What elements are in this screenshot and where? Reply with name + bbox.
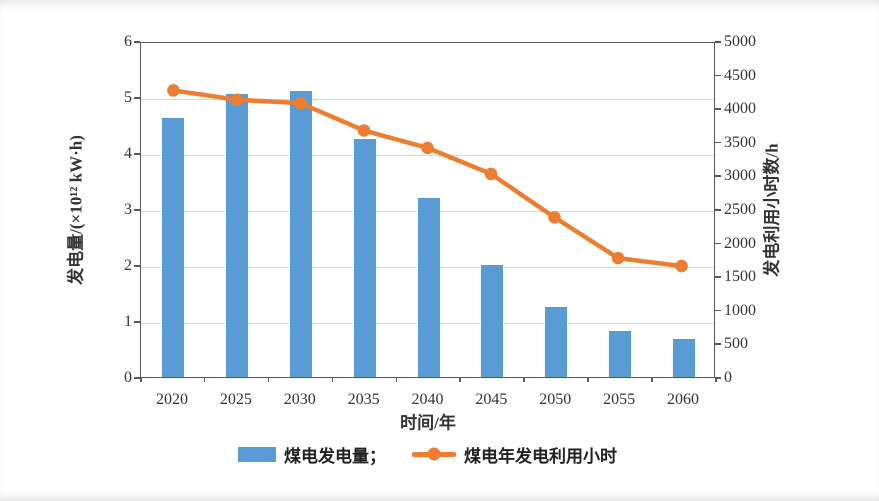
left-axis-tick-label: 2 bbox=[124, 257, 132, 274]
right-axis-tick-label: 3500 bbox=[724, 133, 756, 151]
x-axis-boundary-tick bbox=[715, 378, 717, 382]
bar-2050 bbox=[545, 307, 568, 377]
left-axis-tick-label: 5 bbox=[124, 89, 132, 106]
x-axis-boundary-tick bbox=[587, 378, 589, 382]
bar-2060 bbox=[673, 339, 696, 377]
line-series-layer bbox=[167, 84, 688, 273]
left-axis-tick bbox=[134, 321, 140, 323]
legend-bar-label: 煤电发电量； bbox=[284, 446, 386, 466]
right-axis-tick-label: 3000 bbox=[724, 167, 756, 185]
x-axis-tick-label: 2055 bbox=[603, 391, 636, 408]
left-axis-tick-label: 3 bbox=[124, 201, 132, 218]
x-axis-boundary-tick bbox=[459, 378, 461, 382]
x-axis-tick-label: 2030 bbox=[283, 391, 316, 408]
bar-2045 bbox=[481, 265, 504, 377]
right-axis-tick-label: 0 bbox=[724, 369, 732, 386]
right-axis-tick bbox=[715, 309, 721, 312]
x-axis-title: 时间/年 bbox=[400, 413, 456, 433]
legend-line-label: 煤电年发电利用小时 bbox=[464, 446, 617, 466]
legend-item-bar: 煤电发电量； bbox=[238, 442, 386, 467]
line-point-2045 bbox=[484, 167, 498, 181]
line-series-path bbox=[171, 88, 684, 269]
x-axis-boundary-tick bbox=[523, 378, 525, 382]
right-axis-tick bbox=[715, 141, 721, 144]
left-axis-tick bbox=[134, 153, 140, 155]
x-axis-boundary-tick bbox=[267, 378, 270, 382]
line-point-2050 bbox=[548, 211, 561, 224]
right-axis-tick bbox=[715, 377, 721, 379]
legend: 煤电发电量； 煤电年发电利用小时 bbox=[140, 440, 715, 468]
left-axis-tick bbox=[134, 209, 140, 211]
plot-area bbox=[140, 42, 715, 378]
right-axis-tick-label: 2500 bbox=[724, 201, 756, 218]
line-marker-icon bbox=[427, 447, 441, 461]
left-axis-tick bbox=[134, 265, 140, 267]
left-axis-tick bbox=[134, 377, 140, 379]
x-axis-tick-label: 2040 bbox=[411, 391, 444, 408]
x-axis-tick-label: 2050 bbox=[539, 391, 572, 408]
x-axis-tick-label: 2060 bbox=[667, 391, 700, 408]
line-point-2055 bbox=[611, 251, 625, 265]
bar-series-swatch-icon bbox=[238, 446, 276, 462]
line-series-swatch-icon bbox=[412, 447, 456, 461]
right-axis-tick-label: 500 bbox=[724, 335, 748, 353]
line-point-2035 bbox=[357, 124, 371, 137]
gridline bbox=[141, 155, 714, 156]
right-axis-tick bbox=[715, 41, 721, 43]
bar-2035 bbox=[353, 139, 376, 377]
legend-item-line: 煤电年发电利用小时 bbox=[412, 442, 617, 467]
x-axis-tick-label: 2035 bbox=[347, 391, 380, 408]
bar-2055 bbox=[609, 330, 632, 377]
line-point-2060 bbox=[675, 259, 688, 273]
line-point-2030 bbox=[294, 96, 307, 110]
bar-2020 bbox=[161, 117, 184, 377]
bar-2025 bbox=[225, 94, 248, 377]
right-axis-tick-label: 1000 bbox=[724, 301, 756, 319]
right-axis-tick bbox=[715, 209, 721, 211]
left-axis-tick-label: 0 bbox=[124, 369, 132, 386]
right-axis-tick-label: 1500 bbox=[724, 268, 756, 286]
right-axis-tick bbox=[715, 276, 721, 278]
line-point-2025 bbox=[230, 93, 244, 107]
right-axis-tick-label: 2000 bbox=[724, 234, 756, 252]
left-axis-tick-label: 1 bbox=[124, 313, 132, 330]
gridline bbox=[141, 99, 714, 100]
x-axis-boundary-tick bbox=[395, 378, 398, 382]
right-axis-tick bbox=[715, 108, 721, 110]
right-axis-tick-label: 4500 bbox=[724, 66, 756, 84]
x-axis-tick-label: 2045 bbox=[475, 391, 508, 408]
x-axis-boundary-tick bbox=[140, 378, 142, 382]
x-axis-tick-label: 2025 bbox=[219, 391, 252, 408]
bar-2030 bbox=[289, 91, 312, 377]
left-axis-tick bbox=[134, 41, 140, 43]
left-axis-tick-label: 4 bbox=[124, 145, 132, 162]
right-axis-tick bbox=[715, 242, 721, 245]
line-point-2020 bbox=[167, 84, 180, 97]
left-axis-tick bbox=[134, 97, 140, 99]
bar-2040 bbox=[417, 197, 440, 377]
x-axis-boundary-tick bbox=[651, 378, 653, 382]
x-axis-boundary-tick bbox=[203, 378, 206, 382]
right-axis-tick bbox=[715, 343, 721, 345]
right-axis-tick bbox=[715, 74, 721, 77]
x-axis-boundary-tick bbox=[331, 378, 334, 382]
right-axis-tick-label: 4000 bbox=[724, 100, 756, 118]
x-axis-tick-label: 2020 bbox=[155, 391, 188, 408]
right-axis-tick bbox=[715, 175, 721, 177]
line-point-2040 bbox=[421, 141, 434, 155]
right-axis-tick-label: 5000 bbox=[724, 33, 756, 50]
left-axis-tick-label: 6 bbox=[124, 33, 132, 50]
